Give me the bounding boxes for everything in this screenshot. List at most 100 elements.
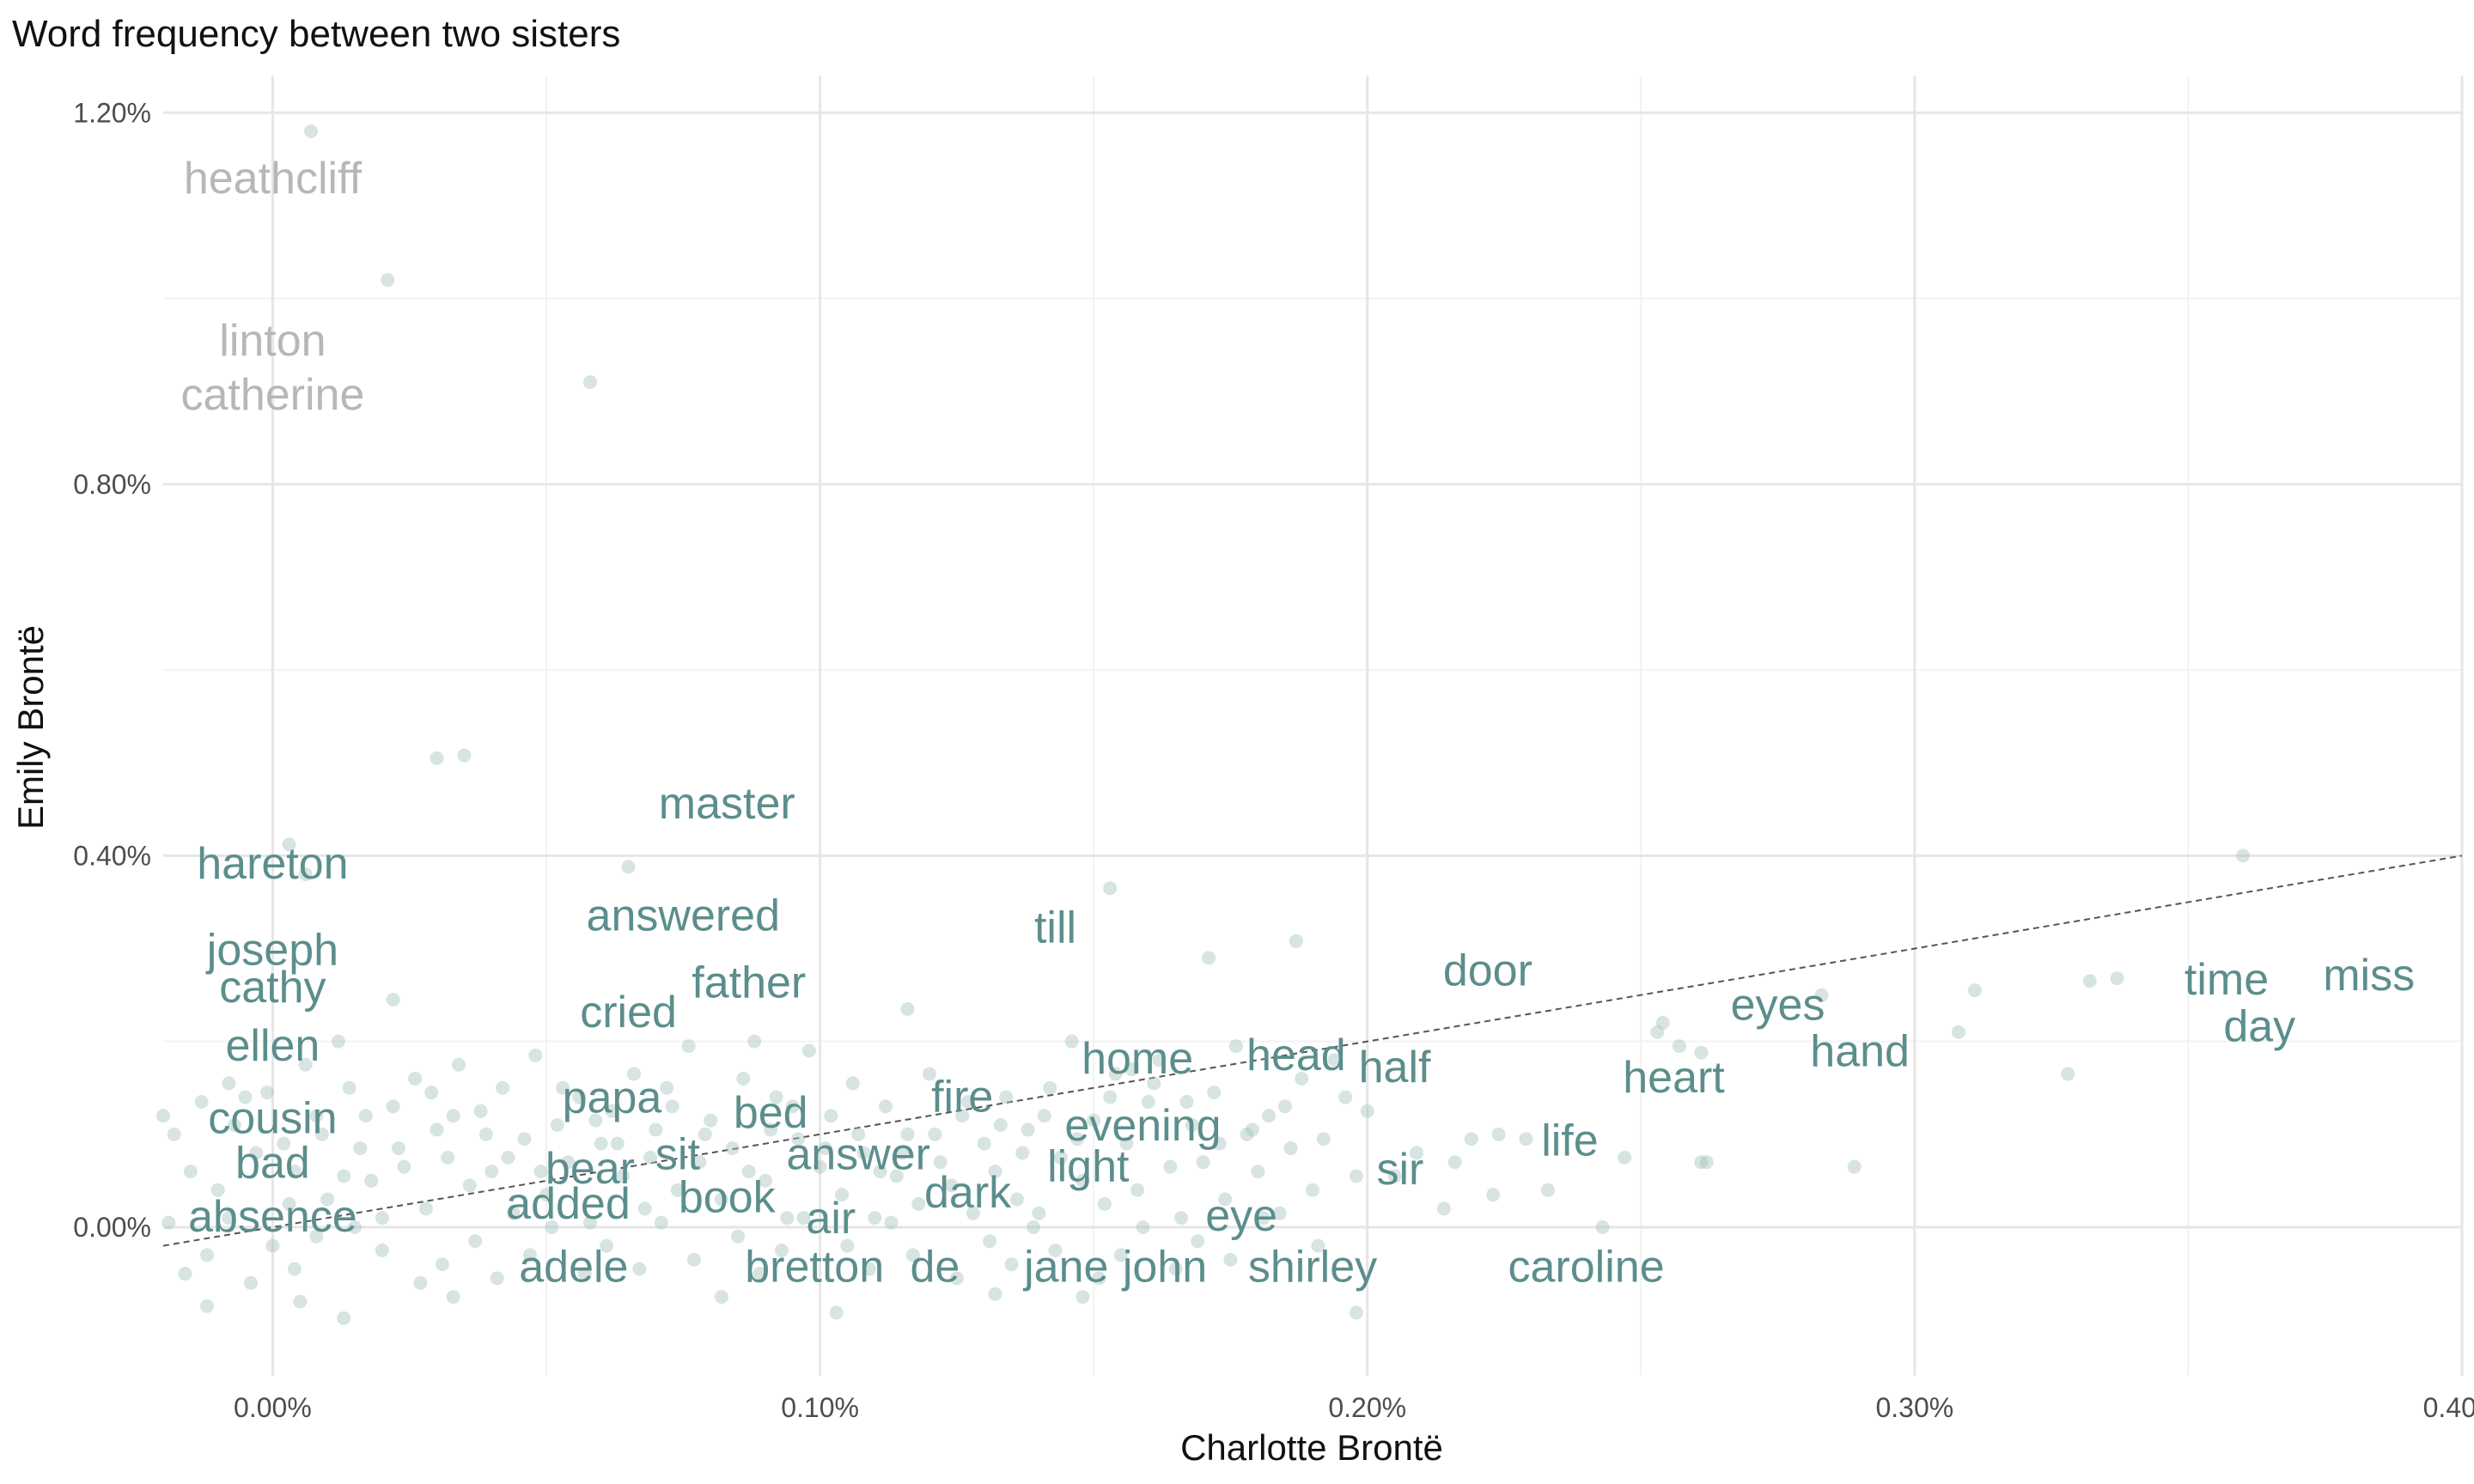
data-point	[1967, 983, 1982, 998]
data-point	[430, 751, 444, 765]
data-point	[856, 1146, 871, 1160]
data-point	[178, 1267, 192, 1281]
data-point	[391, 1141, 405, 1156]
data-point	[1048, 1244, 1063, 1258]
data-point	[260, 1086, 275, 1100]
data-point	[1436, 1201, 1451, 1216]
data-point	[873, 1165, 887, 1179]
data-point	[665, 1099, 679, 1114]
data-point	[435, 1257, 449, 1272]
y-axis-title: Emily Brontë	[10, 625, 51, 830]
data-point	[1032, 1206, 1046, 1220]
data-point	[774, 1244, 789, 1258]
data-point	[199, 1298, 214, 1313]
data-point	[561, 1155, 576, 1170]
data-point	[452, 1057, 466, 1072]
word-label: joseph	[205, 926, 338, 976]
data-point	[1338, 1090, 1353, 1104]
data-point	[582, 1215, 597, 1230]
data-point	[484, 1165, 499, 1179]
word-label: bed	[734, 1088, 808, 1138]
data-point	[1223, 1252, 1238, 1267]
data-point	[884, 1215, 899, 1230]
word-label: evening	[1064, 1101, 1221, 1151]
data-point	[238, 1090, 253, 1104]
data-point	[1256, 1211, 1271, 1226]
y-tick-label: 0.00%	[73, 1212, 151, 1243]
data-point	[309, 1109, 324, 1123]
data-point	[1278, 1099, 1293, 1114]
data-point	[287, 1262, 302, 1276]
data-point	[337, 1169, 351, 1183]
data-point	[1130, 1183, 1145, 1197]
data-point	[528, 1048, 543, 1062]
data-point	[1283, 1141, 1298, 1156]
data-point	[468, 1234, 483, 1249]
data-point	[692, 1155, 707, 1170]
data-point	[2236, 848, 2251, 863]
data-point	[714, 1290, 728, 1305]
data-point	[900, 1001, 915, 1016]
data-point	[1251, 1165, 1265, 1179]
word-label: heathcliff	[184, 154, 363, 204]
data-point	[660, 1080, 674, 1095]
data-point	[194, 1094, 209, 1109]
word-label: ellen	[225, 1021, 320, 1071]
data-point	[1124, 1062, 1139, 1077]
data-point	[731, 1229, 745, 1244]
data-point	[654, 1215, 668, 1230]
data-point	[408, 1071, 423, 1086]
data-point	[862, 1262, 876, 1276]
word-label: john	[1121, 1242, 1207, 1292]
data-point	[1327, 1053, 1342, 1067]
data-point	[780, 1211, 795, 1226]
data-point	[1672, 1039, 1686, 1054]
word-label: catherine	[180, 370, 364, 420]
grid-lines	[163, 76, 2464, 1376]
data-point	[626, 1067, 641, 1081]
data-point	[1595, 1219, 1610, 1234]
data-point	[1486, 1188, 1501, 1202]
word-label: dark	[924, 1168, 1012, 1218]
data-point	[818, 1141, 832, 1156]
word-label: hareton	[197, 839, 348, 889]
data-point	[1540, 1183, 1555, 1197]
data-point	[955, 1109, 970, 1123]
data-point	[1015, 1146, 1030, 1160]
data-point	[314, 1127, 329, 1141]
data-point	[1108, 1067, 1123, 1081]
word-label: shirley	[1248, 1242, 1377, 1292]
word-label: de	[910, 1242, 960, 1292]
data-point	[960, 1094, 975, 1109]
data-point	[304, 124, 319, 138]
word-label: fire	[931, 1072, 993, 1122]
data-point	[704, 1113, 718, 1128]
data-point	[496, 1080, 510, 1095]
data-point	[501, 1150, 515, 1165]
data-point	[632, 1262, 647, 1276]
data-point	[1070, 1132, 1085, 1146]
data-point	[725, 1141, 740, 1156]
data-point	[1076, 1290, 1090, 1305]
data-point	[424, 1086, 439, 1100]
data-point	[824, 1109, 838, 1123]
data-point	[1053, 1150, 1068, 1165]
data-point	[582, 374, 597, 389]
data-point	[1201, 951, 1216, 965]
data-point	[840, 1238, 855, 1253]
word-label: papa	[563, 1073, 662, 1123]
data-point	[533, 1165, 548, 1179]
data-point	[298, 867, 313, 882]
word-label: sir	[1377, 1145, 1424, 1195]
data-point	[1410, 1146, 1424, 1160]
data-point	[911, 1196, 926, 1211]
data-point	[545, 1219, 559, 1234]
reference-line-layer	[162, 855, 2463, 1247]
word-label: absence	[188, 1192, 357, 1242]
data-point	[600, 1238, 614, 1253]
word-label: father	[692, 958, 806, 1007]
data-point	[993, 1118, 1008, 1133]
word-label: added	[506, 1179, 631, 1229]
